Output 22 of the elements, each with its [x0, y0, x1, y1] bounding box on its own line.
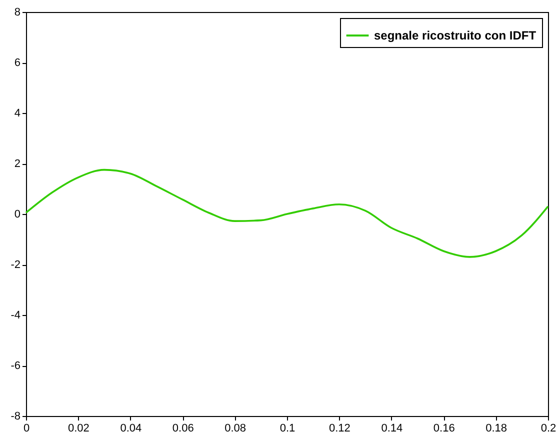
y-tick-label: -2 [10, 259, 20, 271]
x-tick-label: 0.18 [486, 422, 508, 434]
y-tick-label: -8 [10, 410, 20, 422]
x-tick-label: 0.04 [120, 422, 142, 434]
x-tick-label: 0.06 [172, 422, 194, 434]
x-tick-label: 0.14 [381, 422, 403, 434]
x-tick-label: 0.12 [328, 422, 350, 434]
line-series [25, 168, 549, 258]
x-tick-label: 0.08 [224, 422, 246, 434]
x-tick-label: 0.1 [280, 422, 296, 434]
y-tick-label: -4 [10, 310, 20, 322]
y-tick-label: 0 [14, 208, 20, 220]
y-tick-label: -6 [10, 360, 20, 372]
y-tick-label: 2 [14, 158, 20, 170]
y-tick-label: 4 [14, 108, 20, 120]
y-tick-label: 6 [14, 57, 20, 69]
x-tick-label: 0 [23, 422, 30, 434]
legend-label: segnale ricostruito con IDFT [374, 28, 537, 42]
y-tick-label: 8 [14, 6, 20, 18]
x-tick-label: 0.2 [540, 422, 556, 434]
x-tick-label: 0.16 [433, 422, 455, 434]
x-tick-label: 0.02 [68, 422, 90, 434]
